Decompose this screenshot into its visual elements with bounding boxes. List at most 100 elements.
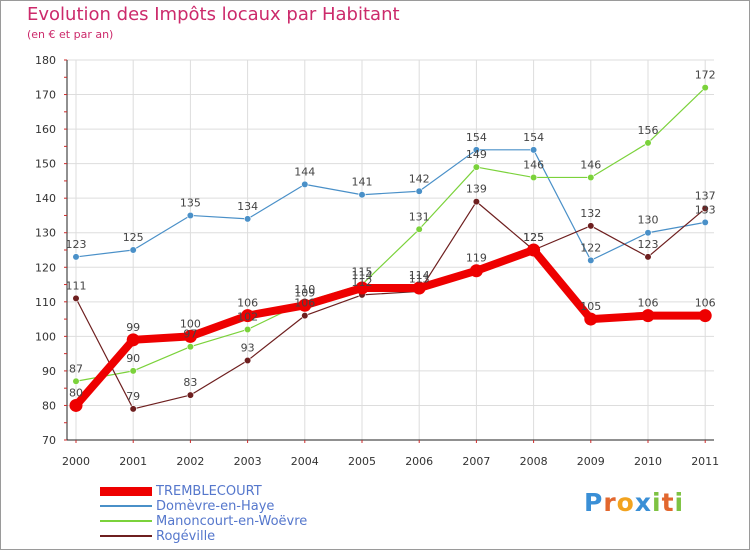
data-label: 114 [352,269,373,282]
data-label: 115 [352,266,373,279]
data-label: 122 [580,241,601,254]
y-tick-label: 130 [35,227,56,240]
data-point [472,198,481,206]
data-label: 114 [409,269,430,282]
data-label: 135 [180,196,201,209]
data-label: 131 [409,210,430,223]
data-point [355,281,369,295]
legend-label: Manoncourt-en-Woëvre [156,514,308,529]
x-tick-label: 2006 [405,455,433,468]
x-tick-label: 2008 [520,455,548,468]
y-tick-label: 120 [35,261,56,274]
data-point [587,256,595,264]
y-tick-label: 90 [42,365,56,378]
data-point [301,180,309,188]
data-point [701,204,709,213]
x-tick-label: 2011 [691,455,719,468]
data-label: 137 [695,190,716,203]
y-tick-label: 160 [35,123,56,136]
data-label: 146 [523,158,544,171]
logo-letter: i [652,488,662,517]
data-point [69,398,83,412]
data-point [698,309,712,323]
data-point [587,222,595,230]
y-tick-label: 110 [35,296,56,309]
x-tick-label: 2009 [577,455,605,468]
series-line-3 [72,246,710,410]
legend-label: TREMBLECOURT [156,484,262,499]
data-point [129,367,137,375]
data-label: 83 [183,376,197,389]
x-tick-label: 2003 [234,455,262,468]
data-label: 106 [237,297,258,310]
data-label: 134 [237,200,258,213]
data-point [527,243,541,257]
data-label: 125 [123,231,144,244]
data-point [587,173,595,182]
data-label: 132 [580,207,601,220]
y-tick-label: 180 [35,54,56,67]
data-label: 172 [695,69,716,82]
data-label: 125 [523,231,544,244]
series-line-1 [75,87,706,382]
data-label: 99 [126,321,140,334]
y-tick-label: 150 [35,158,56,171]
data-point [644,229,652,237]
legend-swatch [100,487,152,496]
data-point [129,246,137,254]
data-point [186,391,194,399]
data-point [641,309,655,323]
data-label: 111 [66,279,87,292]
data-label: 79 [126,390,140,403]
data-label: 80 [69,386,83,399]
data-label: 119 [466,252,487,265]
legend-swatch [100,520,152,522]
logo-letter: i [674,488,685,517]
data-label: 142 [409,172,430,185]
logo-letter: P [584,488,604,517]
data-label: 105 [580,300,601,313]
x-tick-label: 2001 [119,455,147,468]
data-label: 123 [638,238,659,251]
data-label: 130 [638,214,659,227]
x-tick-label: 2005 [348,455,376,468]
data-label: 97 [183,328,197,341]
data-label: 154 [466,131,487,144]
data-label: 125 [523,231,544,244]
data-label: 154 [523,131,544,144]
legend-label: Domèvre-en-Haye [156,499,275,514]
series-line-0 [75,149,706,261]
data-point [244,356,252,365]
data-point [298,298,312,312]
legend-label: Rogéville [156,529,216,544]
data-point [415,187,423,195]
data-label: 113 [409,272,430,285]
data-label: 106 [695,297,716,310]
data-point [644,253,652,261]
data-point [358,191,366,199]
data-label: 144 [294,165,315,178]
data-point [72,377,80,385]
legend-swatch [100,535,152,537]
data-point [72,253,80,261]
data-point [186,211,194,220]
data-point [186,343,194,351]
data-label: 106 [638,297,659,310]
data-point [469,264,483,278]
proxiti-logo: Proxiti [584,488,684,517]
x-tick-label: 2010 [634,455,662,468]
data-label: 139 [466,183,487,196]
data-point [244,215,252,223]
data-point [644,139,652,147]
data-point [129,405,137,413]
legend-swatch [100,505,152,507]
data-label: 123 [66,238,87,251]
data-point [415,225,423,233]
x-tick-label: 2007 [462,455,490,468]
x-tick-label: 2004 [291,455,319,468]
data-label: 87 [69,362,83,375]
data-point [244,325,252,334]
data-label: 146 [580,158,601,171]
data-label: 156 [638,124,659,137]
